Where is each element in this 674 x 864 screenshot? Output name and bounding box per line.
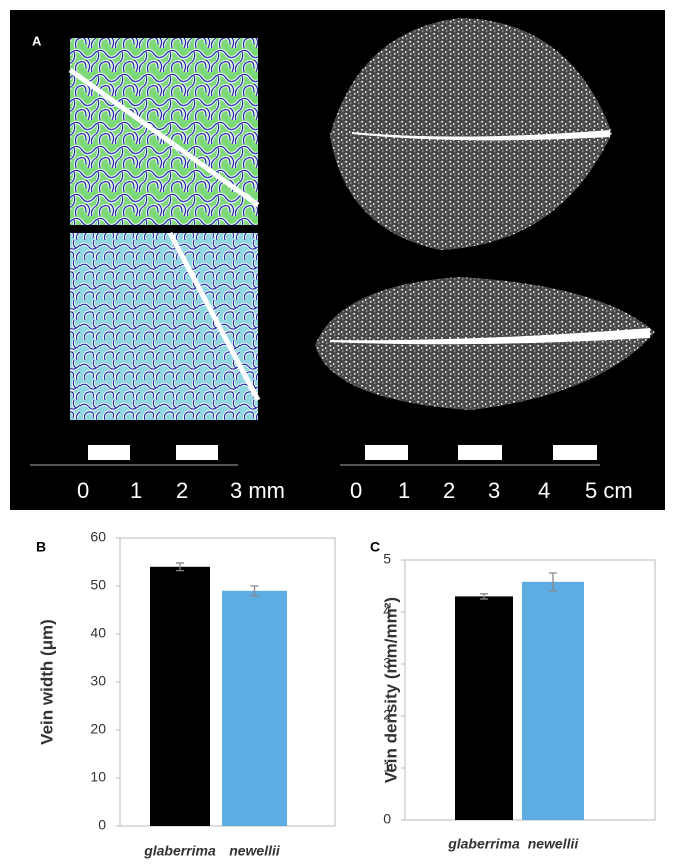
- panel-a: A 0 1 2 3 mm 0 1 2 3 4 5 cm: [10, 10, 665, 510]
- y-tick-label: 0: [98, 817, 106, 833]
- panel-label: B: [36, 539, 46, 555]
- y-axis-label: Vein density (mm/mm²): [381, 597, 400, 783]
- figure: A 0123 mm012345 cm BVein width (μm)01020…: [0, 0, 674, 859]
- scale-label: 3 mm: [230, 478, 285, 503]
- bar: [455, 596, 513, 820]
- y-tick-label: 3: [383, 655, 391, 671]
- scale-label: 5 cm: [585, 478, 633, 503]
- y-tick-label: 4: [383, 603, 391, 619]
- panel-label: A: [32, 33, 42, 48]
- panel-label: C: [370, 539, 380, 555]
- y-tick-label: 10: [90, 769, 106, 785]
- y-tick-label: 30: [90, 673, 106, 689]
- y-tick-label: 20: [90, 721, 106, 737]
- y-tick-label: 0: [383, 811, 391, 827]
- vein-image: [70, 233, 258, 420]
- x-tick-label: glaberrima: [447, 836, 520, 852]
- bar: [222, 591, 287, 826]
- y-tick-label: 2: [383, 707, 391, 723]
- x-tick-label: glaberrima: [143, 843, 216, 859]
- y-tick-label: 40: [90, 625, 106, 641]
- scale-label: 0: [350, 478, 362, 503]
- x-tick-label: newellii: [528, 836, 580, 852]
- y-tick-label: 50: [90, 577, 106, 593]
- y-tick-label: 1: [383, 759, 391, 775]
- bar: [522, 582, 584, 820]
- scale-label: 1: [398, 478, 410, 503]
- y-tick-label: 5: [383, 551, 391, 567]
- y-axis-label: Vein width (μm): [37, 619, 56, 745]
- scale-label: 1: [130, 478, 142, 503]
- vein-image: [70, 38, 258, 225]
- scale-label: 0: [77, 478, 89, 503]
- bar: [150, 567, 210, 826]
- scale-label: 2: [176, 478, 188, 503]
- x-tick-label: newellii: [229, 843, 281, 859]
- scale-label: 3: [488, 478, 500, 503]
- y-tick-label: 60: [90, 529, 106, 545]
- scale-label: 2: [443, 478, 455, 503]
- scale-label: 4: [538, 478, 550, 503]
